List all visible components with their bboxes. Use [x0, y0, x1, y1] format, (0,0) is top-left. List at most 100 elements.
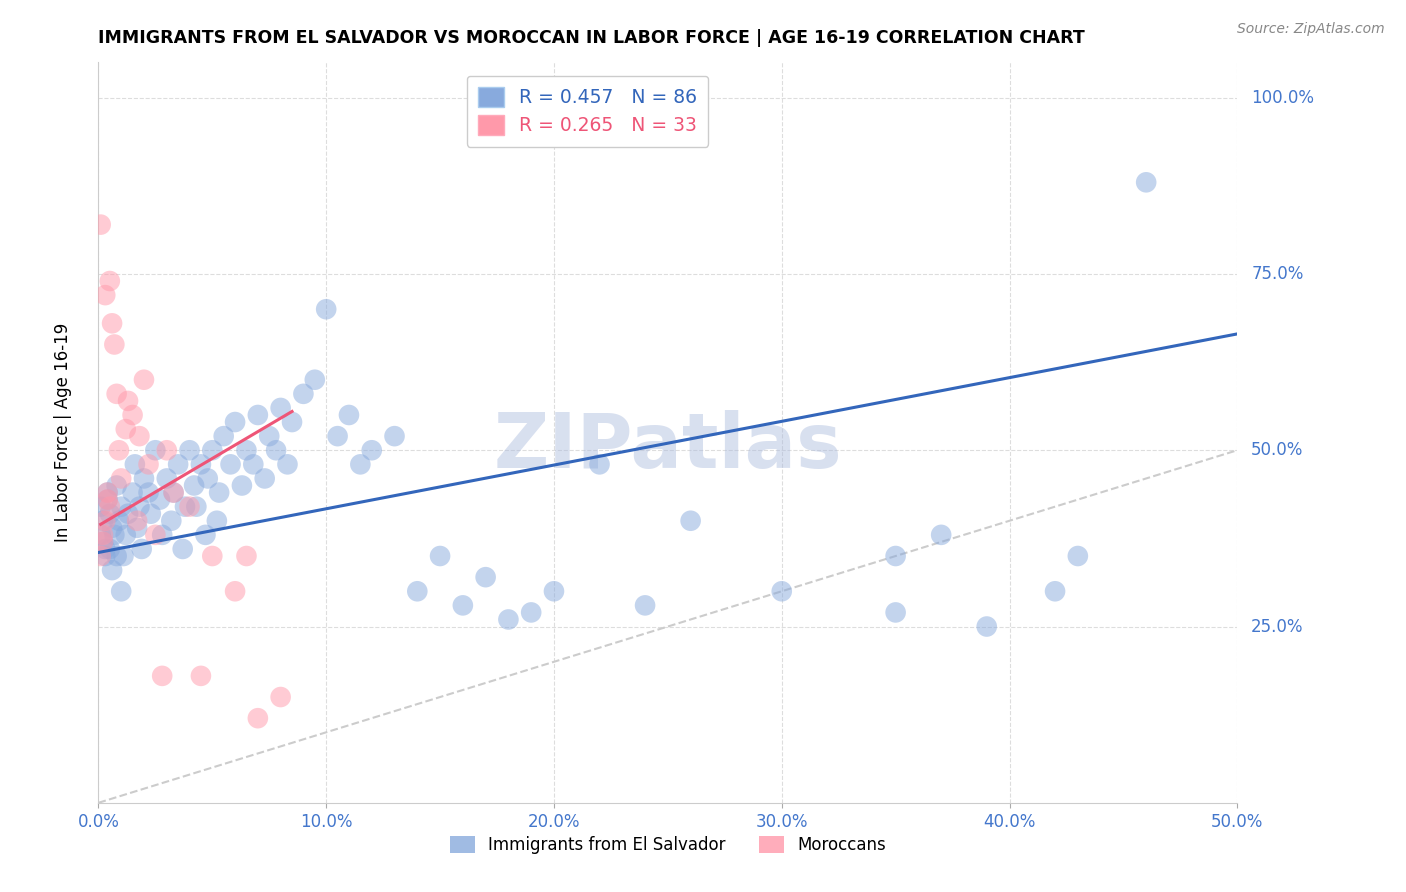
Point [884, 606, 907, 620]
Point [98, 507, 121, 521]
Point [1135, 175, 1157, 189]
Point [406, 584, 429, 599]
Legend: Immigrants from El Salvador, Moroccans: Immigrants from El Salvador, Moroccans [443, 830, 893, 861]
Point [208, 485, 231, 500]
Point [201, 443, 224, 458]
Point [101, 563, 124, 577]
Point [145, 528, 167, 542]
Point [190, 669, 212, 683]
Point [1067, 549, 1090, 563]
Point [235, 443, 257, 458]
Point [205, 514, 228, 528]
Point [98, 541, 121, 556]
Point [128, 429, 150, 443]
Point [91, 535, 114, 549]
Point [98, 274, 121, 288]
Point [114, 422, 136, 436]
Point [150, 669, 173, 683]
Text: 25.0%: 25.0% [1251, 617, 1303, 635]
Text: IMMIGRANTS FROM EL SALVADOR VS MOROCCAN IN LABOR FORCE | AGE 16-19 CORRELATION C: IMMIGRANTS FROM EL SALVADOR VS MOROCCAN … [98, 29, 1085, 47]
Text: Source: ZipAtlas.com: Source: ZipAtlas.com [1237, 22, 1385, 37]
Point [884, 549, 907, 563]
Point [124, 458, 146, 472]
Point [770, 584, 793, 599]
Point [110, 471, 132, 485]
Point [156, 443, 179, 458]
Point [132, 373, 155, 387]
Point [270, 401, 292, 415]
Point [131, 541, 153, 556]
Point [197, 471, 219, 485]
Point [132, 471, 155, 485]
Point [929, 528, 952, 542]
Point [114, 528, 136, 542]
Point [1043, 584, 1066, 599]
Point [91, 535, 114, 549]
Point [91, 528, 114, 542]
Point [156, 471, 179, 485]
Point [246, 408, 269, 422]
Point [474, 570, 496, 584]
Point [90, 549, 112, 563]
Point [186, 500, 208, 514]
Point [679, 514, 702, 528]
Point [101, 521, 124, 535]
Point [121, 408, 143, 422]
Point [138, 485, 160, 500]
Point [212, 429, 235, 443]
Text: 75.0%: 75.0% [1251, 265, 1303, 283]
Point [498, 612, 520, 626]
Point [94, 514, 117, 528]
Point [96, 485, 118, 500]
Point [117, 393, 139, 408]
Point [138, 458, 160, 472]
Text: 50.0%: 50.0% [1251, 442, 1303, 459]
Point [117, 507, 139, 521]
Point [162, 485, 184, 500]
Point [429, 549, 451, 563]
Point [219, 458, 242, 472]
Point [128, 500, 150, 514]
Point [224, 584, 246, 599]
Point [94, 541, 117, 556]
Point [242, 458, 264, 472]
Point [90, 218, 112, 232]
Point [190, 458, 212, 472]
Point [160, 514, 183, 528]
Point [112, 549, 135, 563]
Point [201, 549, 224, 563]
Point [94, 288, 117, 302]
Point [90, 500, 112, 514]
Point [90, 528, 112, 542]
Point [326, 429, 349, 443]
Point [259, 429, 281, 443]
Point [264, 443, 287, 458]
Point [588, 458, 610, 472]
Point [105, 478, 128, 492]
Point [150, 528, 173, 542]
Point [224, 415, 246, 429]
Point [292, 387, 315, 401]
Point [194, 528, 217, 542]
Point [304, 373, 326, 387]
Point [105, 387, 128, 401]
Point [96, 492, 118, 507]
Point [276, 458, 298, 472]
Point [246, 711, 269, 725]
Point [349, 458, 371, 472]
Point [270, 690, 292, 704]
Point [235, 549, 257, 563]
Point [145, 443, 167, 458]
Point [451, 599, 474, 613]
Point [172, 541, 194, 556]
Point [96, 485, 118, 500]
Point [315, 302, 337, 317]
Point [167, 458, 190, 472]
Point [179, 443, 201, 458]
Point [281, 415, 304, 429]
Point [139, 507, 162, 521]
Point [98, 500, 121, 514]
Point [103, 337, 125, 351]
Point [162, 485, 184, 500]
Point [174, 500, 197, 514]
